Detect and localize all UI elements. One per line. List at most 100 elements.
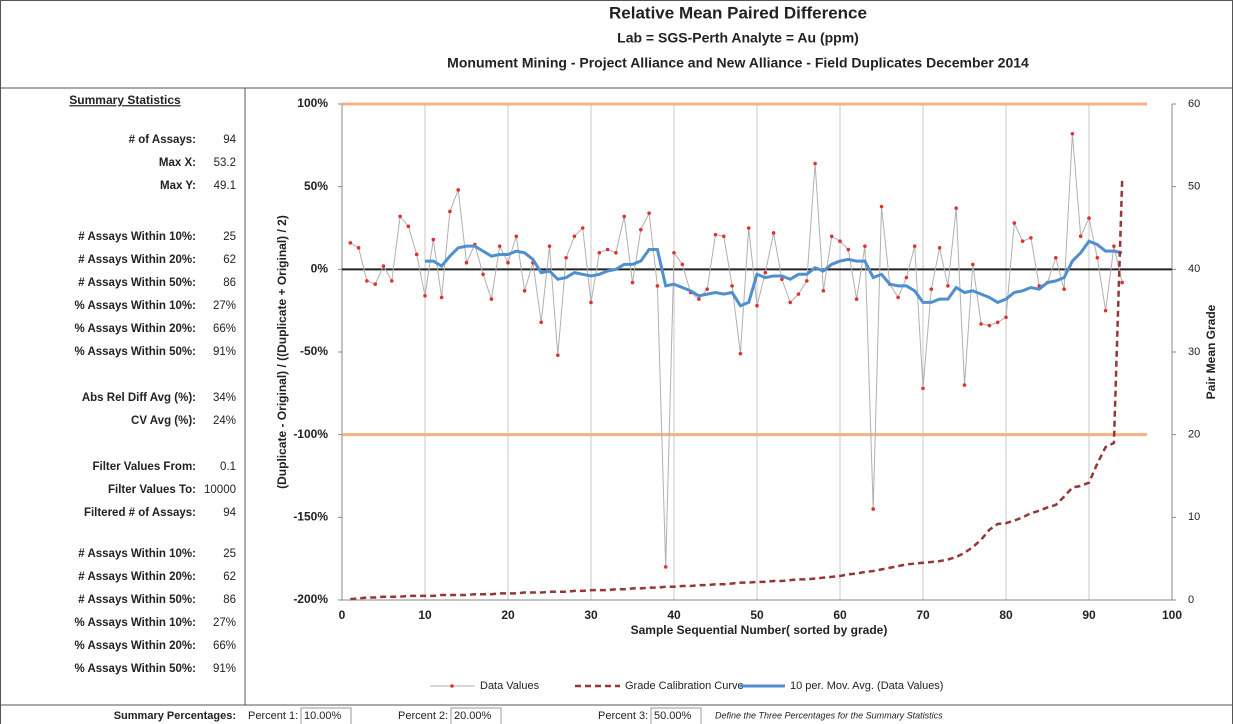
stat-label: # Assays Within 20%: — [78, 254, 196, 266]
data-point — [605, 247, 610, 252]
data-point — [1020, 239, 1025, 244]
data-point — [1012, 221, 1017, 225]
field-label: Percent 3: — [598, 710, 648, 722]
data-point — [896, 295, 900, 300]
data-point — [738, 351, 743, 356]
y2-tick-label: 50 — [1188, 181, 1200, 193]
data-point — [1103, 308, 1108, 313]
data-point — [522, 289, 527, 293]
data-point — [1120, 280, 1124, 285]
stat-value: 24% — [213, 415, 236, 427]
data-point — [1070, 131, 1075, 136]
data-point — [987, 323, 992, 328]
y2-tick-label: 60 — [1188, 98, 1200, 110]
data-point — [439, 295, 444, 300]
data-point — [713, 232, 718, 237]
stat-value: 66% — [213, 323, 236, 335]
chart-subtitle: Lab = SGS-Perth Analyte = Au (ppm) — [617, 30, 859, 46]
x-tick-label: 70 — [916, 608, 930, 622]
data-point — [879, 204, 884, 209]
field-label: Percent 1: — [248, 710, 298, 722]
y-tick-label: 100% — [297, 96, 328, 110]
data-point — [929, 287, 934, 291]
data-point — [655, 284, 660, 288]
data-point — [589, 300, 593, 305]
data-point — [373, 282, 378, 287]
stat-label: # of Assays: — [129, 134, 196, 146]
series-line — [350, 133, 1123, 567]
data-point — [365, 279, 369, 283]
data-point — [1112, 244, 1116, 248]
data-point — [954, 206, 958, 210]
stat-label: # Assays Within 10%: — [78, 231, 196, 243]
data-point — [846, 247, 851, 252]
data-point — [398, 214, 402, 219]
data-point — [564, 255, 568, 260]
stat-label: # Assays Within 50%: — [78, 594, 196, 606]
stat-label: % Assays Within 20%: — [74, 323, 196, 335]
data-point — [680, 262, 685, 267]
stat-value: 34% — [213, 392, 236, 404]
stat-label: % Assays Within 20%: — [74, 640, 196, 652]
x-tick-label: 50 — [750, 608, 764, 622]
data-point — [904, 275, 909, 280]
field-box — [650, 707, 702, 724]
data-point — [431, 237, 436, 242]
data-point — [423, 293, 427, 298]
stat-label: % Assays Within 10%: — [74, 617, 196, 629]
data-point — [639, 227, 643, 232]
stat-value: 62 — [223, 254, 236, 266]
data-point — [572, 234, 577, 239]
chart-title: Relative Mean Paired Difference — [609, 3, 867, 22]
x-tick-label: 30 — [584, 608, 598, 622]
data-point — [863, 244, 867, 248]
y-tick-label: 50% — [304, 179, 328, 193]
data-point — [1062, 287, 1066, 291]
y2-tick-label: 10 — [1188, 511, 1200, 523]
data-point — [556, 353, 560, 358]
field-value: 50.00% — [654, 710, 692, 722]
stat-value: 27% — [213, 617, 236, 629]
data-point — [481, 272, 485, 277]
y2-tick-label: 0 — [1188, 594, 1194, 606]
data-point — [506, 260, 510, 265]
stat-label: % Assays Within 10%: — [74, 300, 196, 312]
field-value: 20.00% — [454, 710, 492, 722]
y2-tick-label: 40 — [1188, 263, 1200, 275]
x-axis-title: Sample Sequential Number( sorted by grad… — [631, 623, 888, 637]
data-point — [746, 226, 751, 230]
data-point — [813, 161, 817, 166]
data-point — [464, 260, 469, 265]
data-point — [614, 251, 618, 255]
x-tick-label: 20 — [501, 608, 515, 622]
data-point — [771, 231, 776, 235]
field-box — [450, 707, 502, 724]
x-tick-label: 60 — [833, 608, 847, 622]
data-point — [456, 188, 461, 192]
data-point — [1095, 255, 1100, 260]
stat-value: 86 — [223, 594, 236, 606]
data-point — [497, 244, 502, 248]
data-point — [448, 209, 452, 214]
y-tick-label: 0% — [311, 262, 329, 276]
footer-label: Summary Percentages: — [114, 710, 236, 722]
data-point — [356, 246, 361, 250]
data-point — [854, 297, 859, 301]
data-point — [912, 244, 917, 248]
data-point — [937, 246, 942, 250]
data-point — [672, 251, 676, 255]
data-point — [489, 297, 494, 301]
stat-label: # Assays Within 50%: — [78, 277, 196, 289]
stat-label: Filter Values From: — [92, 461, 196, 473]
stat-label: Filtered # of Assays: — [84, 507, 196, 519]
data-point — [390, 279, 394, 283]
field-label: Percent 2: — [398, 710, 448, 722]
data-point — [730, 284, 734, 288]
data-point — [829, 234, 834, 239]
stat-value: 62 — [223, 571, 236, 583]
footer-note: Define the Three Percentages for the Sum… — [715, 710, 943, 720]
data-point — [630, 280, 635, 285]
stat-label: CV Avg (%): — [131, 415, 196, 427]
x-tick-label: 80 — [999, 608, 1013, 622]
